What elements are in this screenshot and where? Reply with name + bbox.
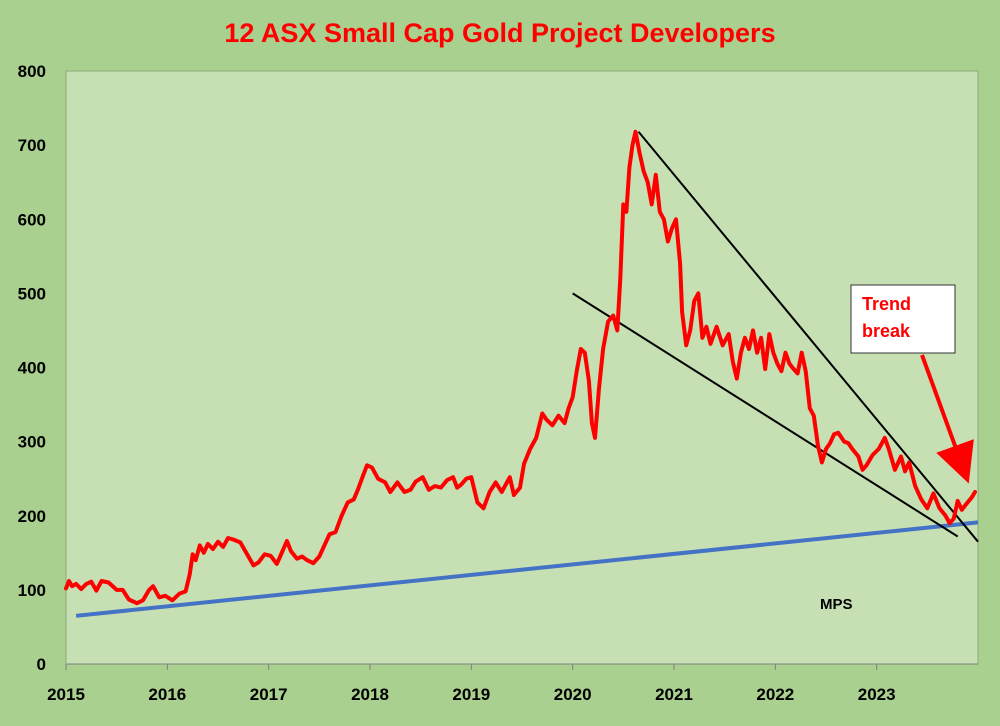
y-tick-label: 800 bbox=[18, 62, 46, 81]
support-trendline bbox=[75, 520, 979, 618]
annotation-box bbox=[850, 284, 956, 354]
y-tick-label: 0 bbox=[37, 655, 46, 674]
y-tick-label: 500 bbox=[18, 284, 46, 303]
x-tick-label: 2021 bbox=[655, 685, 693, 704]
x-tick-label: 2019 bbox=[452, 685, 490, 704]
x-tick-label: 2020 bbox=[554, 685, 592, 704]
annotation-arrow bbox=[920, 354, 974, 484]
annotation-text-line2: break bbox=[862, 321, 911, 341]
trend-break-annotation: Trend break bbox=[850, 284, 974, 484]
y-tick-label: 700 bbox=[18, 136, 46, 155]
annotation-text-line1: Trend bbox=[862, 294, 911, 314]
x-tick-label: 2023 bbox=[858, 685, 896, 704]
x-tick-label: 2016 bbox=[148, 685, 186, 704]
index-series-line bbox=[64, 129, 977, 606]
y-tick-label: 100 bbox=[18, 581, 46, 600]
y-tick-label: 300 bbox=[18, 433, 46, 452]
x-tick-label: 2022 bbox=[756, 685, 794, 704]
x-axis: 2015 2016 2017 2018 2019 2020 2021 2022 2023 bbox=[47, 663, 978, 704]
y-tick-label: 200 bbox=[18, 507, 46, 526]
resistance-trendline-2 bbox=[637, 131, 979, 543]
x-tick-label: 2018 bbox=[351, 685, 389, 704]
x-tick-label: 2017 bbox=[250, 685, 288, 704]
chart-title: 12 ASX Small Cap Gold Project Developers bbox=[224, 18, 775, 48]
y-tick-label: 600 bbox=[18, 210, 46, 229]
plot-area bbox=[65, 70, 979, 665]
series-group bbox=[64, 129, 977, 606]
mps-label: MPS bbox=[820, 596, 853, 613]
x-tick-label: 2015 bbox=[47, 685, 85, 704]
resistance-trendline-1 bbox=[572, 292, 959, 538]
y-axis: 0 100 200 300 400 500 600 700 800 bbox=[18, 62, 46, 674]
y-tick-label: 400 bbox=[18, 359, 46, 378]
trendlines bbox=[75, 131, 979, 618]
